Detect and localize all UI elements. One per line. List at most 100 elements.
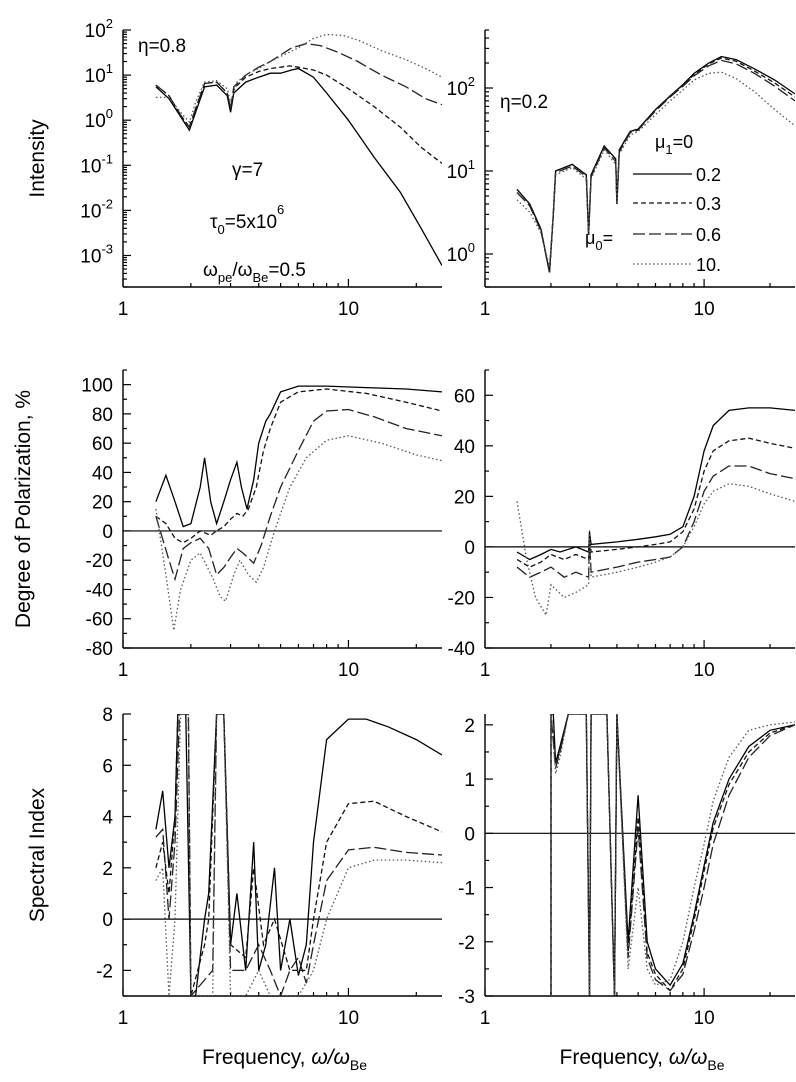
y-tick-label-p3: 60 bbox=[92, 434, 113, 455]
tick-base: 10 bbox=[85, 111, 106, 132]
series-solid-line bbox=[516, 407, 795, 561]
x-tick-label-p2: 1 bbox=[480, 299, 491, 320]
y-tick-label-p5: 0 bbox=[102, 910, 113, 931]
panel-p3: 1 10 -80 -60 -40 -20 0 20 40 60 80 100 Degree of Pol… bbox=[12, 369, 442, 681]
legend-label: 0.6 bbox=[696, 225, 721, 245]
x-tick-label-p1: 10 bbox=[338, 299, 359, 320]
tick-exponent: 1 bbox=[468, 157, 475, 172]
y-tick-label-p1: 102 bbox=[85, 16, 113, 42]
series-longdash-line bbox=[155, 42, 442, 129]
panel-p6: 1 10 -3 -2 -1 0 1 2 Frequency, ω/ωBe bbox=[458, 714, 795, 1073]
panel-p5: 1 10 -2 0 2 4 6 8 Spectral Index Frequency, ω/ωBe bbox=[26, 705, 442, 1073]
x-tick-label-p4: 10 bbox=[694, 660, 715, 681]
series-longdash-line bbox=[155, 714, 442, 996]
y-tick-label-p2: 101 bbox=[447, 157, 475, 183]
tick-base: 10 bbox=[80, 246, 101, 267]
y-tick-label-p3: -20 bbox=[86, 551, 113, 572]
tick-exponent: 2 bbox=[106, 16, 113, 31]
annotation-p1-3: ωpe/ωBe=0.5 bbox=[203, 260, 306, 285]
series-solid-line bbox=[155, 385, 442, 528]
series-dashed-line bbox=[155, 388, 442, 544]
y-tick-label-p3: 100 bbox=[81, 376, 113, 397]
y-tick-label-p3: 40 bbox=[92, 463, 113, 484]
y-tick-label-p1: 10-2 bbox=[80, 196, 113, 222]
tick-exponent: -1 bbox=[101, 151, 113, 166]
y-tick-label-p6: 2 bbox=[464, 716, 475, 737]
y-axis-label-p3: Degree of Polarization, % bbox=[12, 390, 35, 628]
x-tick-label-p6: 1 bbox=[480, 1008, 491, 1029]
series-dotted-line bbox=[155, 435, 442, 631]
annotation-p1-1: γ=7 bbox=[232, 160, 263, 181]
series-dashed-line bbox=[550, 714, 795, 996]
series-longdash-line bbox=[550, 714, 795, 996]
annotation-p1-0: η=0.8 bbox=[138, 36, 186, 57]
y-axis-label-p1: Intensity bbox=[26, 119, 49, 198]
y-tick-label-p3: -60 bbox=[86, 610, 113, 631]
y-tick-label-p6: 0 bbox=[464, 824, 475, 845]
y-tick-label-p4: 60 bbox=[454, 386, 475, 407]
x-axis-label-p6: Frequency, ω/ωBe bbox=[560, 1046, 725, 1073]
panel-p4: 1 10 -40 -20 0 20 40 60 bbox=[448, 369, 795, 681]
tick-base: 10 bbox=[85, 66, 106, 87]
y-tick-label-p2: 102 bbox=[447, 74, 475, 100]
series-longdash-line bbox=[155, 408, 442, 582]
y-tick-label-p6: -2 bbox=[458, 933, 475, 954]
y-tick-label-p3: 80 bbox=[92, 405, 113, 426]
y-tick-label-p1: 101 bbox=[85, 61, 113, 87]
y-tick-label-p1: 100 bbox=[85, 106, 113, 132]
x-tick-label-p6: 10 bbox=[694, 1008, 715, 1029]
tick-base: 10 bbox=[80, 201, 101, 222]
tick-base: 10 bbox=[447, 79, 468, 100]
tick-base: 10 bbox=[447, 162, 468, 183]
series-dashed-line bbox=[155, 65, 442, 164]
series-dotted-line bbox=[516, 483, 795, 617]
y-tick-label-p1: 10-1 bbox=[80, 151, 113, 177]
x-axis-label-p5: Frequency, ω/ωBe bbox=[202, 1046, 367, 1073]
legend-label: 0.3 bbox=[696, 194, 721, 214]
tick-base: 10 bbox=[85, 21, 106, 42]
legend: μ1=0 μ0= 0.2 0.3 0.6 10. bbox=[585, 132, 721, 275]
y-tick-label-p4: -40 bbox=[448, 639, 475, 660]
series-solid-line bbox=[516, 55, 795, 273]
series-dotted-line bbox=[155, 33, 442, 124]
panel-p1: 1 1010-310-210-1100101102Intensityη=0.8γ=… bbox=[26, 16, 442, 320]
series-dashed-line bbox=[516, 437, 795, 568]
tick-exponent: -3 bbox=[101, 241, 113, 256]
annotation-p2-0: η=0.2 bbox=[500, 92, 548, 113]
tick-exponent: 1 bbox=[106, 61, 113, 76]
legend-mu0-label: μ0= bbox=[585, 228, 613, 253]
series-dotted-line bbox=[516, 71, 795, 267]
tick-exponent: 2 bbox=[468, 74, 475, 89]
x-tick-label-p3: 1 bbox=[118, 660, 129, 681]
series-dashed-line bbox=[155, 714, 442, 996]
y-tick-label-p6: -3 bbox=[458, 987, 475, 1008]
x-tick-label-p4: 1 bbox=[480, 660, 491, 681]
y-tick-label-p1: 10-3 bbox=[80, 241, 113, 267]
tick-base: 10 bbox=[80, 156, 101, 177]
series-dotted-line bbox=[155, 714, 442, 996]
y-tick-label-p4: 0 bbox=[464, 538, 475, 559]
y-tick-label-p5: 4 bbox=[102, 808, 113, 829]
series-dotted-line bbox=[550, 714, 795, 996]
x-tick-label-p1: 1 bbox=[118, 299, 129, 320]
y-tick-label-p4: -20 bbox=[448, 588, 475, 609]
series-longdash-line bbox=[516, 465, 795, 579]
tick-exponent: 0 bbox=[468, 240, 475, 255]
y-tick-label-p5: 2 bbox=[102, 859, 113, 880]
y-tick-label-p3: -40 bbox=[86, 580, 113, 601]
legend-header: μ1=0 bbox=[655, 132, 693, 157]
x-tick-label-p5: 1 bbox=[118, 1008, 129, 1029]
legend-label: 10. bbox=[696, 255, 721, 275]
y-tick-label-p5: -2 bbox=[96, 961, 113, 982]
y-tick-label-p2: 100 bbox=[447, 240, 475, 266]
tick-exponent: 0 bbox=[106, 106, 113, 121]
x-tick-label-p5: 10 bbox=[338, 1008, 359, 1029]
y-tick-label-p6: 1 bbox=[464, 770, 475, 791]
y-tick-label-p3: -80 bbox=[86, 639, 113, 660]
x-tick-label-p2: 10 bbox=[694, 299, 715, 320]
series-solid-line bbox=[155, 67, 442, 266]
tick-exponent: -2 bbox=[101, 196, 113, 211]
series-longdash-line bbox=[516, 59, 795, 273]
